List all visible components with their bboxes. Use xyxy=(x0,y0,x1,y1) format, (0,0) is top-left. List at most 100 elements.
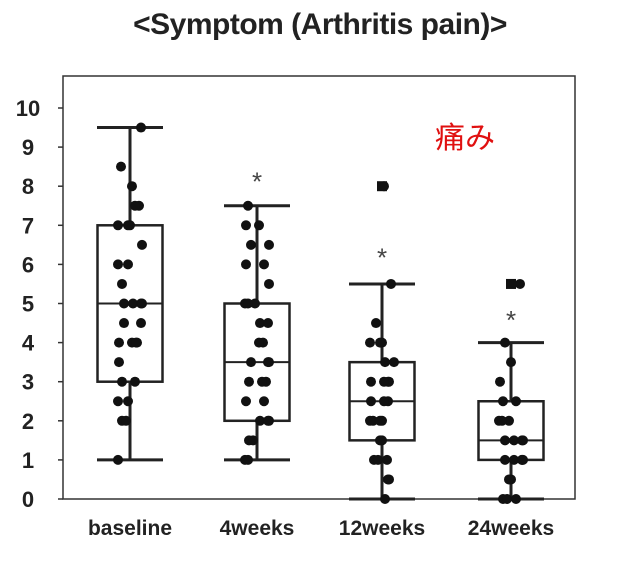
data-point xyxy=(500,337,510,348)
x-tick-label: 24weeks xyxy=(468,517,554,540)
data-point xyxy=(497,415,507,426)
data-point xyxy=(241,220,251,231)
data-point xyxy=(123,259,133,270)
data-point xyxy=(113,259,123,270)
data-point xyxy=(383,474,393,485)
data-point xyxy=(254,337,264,348)
data-point xyxy=(246,357,256,368)
y-tick-label: 3 xyxy=(22,370,34,395)
data-point xyxy=(119,318,129,329)
outlier-point xyxy=(506,278,516,289)
data-point xyxy=(243,298,253,309)
data-point xyxy=(116,161,126,172)
data-point xyxy=(130,200,140,211)
data-point xyxy=(515,278,525,289)
data-point xyxy=(241,259,251,270)
data-point xyxy=(375,415,385,426)
data-point xyxy=(386,278,396,289)
annotation-label: 痛み xyxy=(435,121,495,156)
significance-marker: * xyxy=(506,305,516,335)
data-point xyxy=(264,278,274,289)
data-point xyxy=(509,454,519,465)
data-point xyxy=(518,435,528,446)
y-tick-label: 8 xyxy=(22,174,34,199)
data-point xyxy=(131,337,141,348)
data-point xyxy=(379,396,389,407)
data-point xyxy=(366,376,376,387)
data-point xyxy=(389,357,399,368)
data-point xyxy=(128,298,138,309)
y-tick-label: 9 xyxy=(22,135,34,160)
data-point xyxy=(380,357,390,368)
data-point xyxy=(373,454,383,465)
data-point xyxy=(254,220,264,231)
box-iqr xyxy=(477,400,545,462)
data-point xyxy=(137,239,147,250)
data-point xyxy=(500,454,510,465)
data-point xyxy=(375,435,385,446)
data-point xyxy=(255,415,265,426)
data-point xyxy=(136,318,146,329)
data-point xyxy=(113,220,123,231)
data-point xyxy=(114,357,124,368)
data-point xyxy=(255,318,265,329)
data-point xyxy=(241,396,251,407)
data-point xyxy=(137,298,147,309)
y-tick-label: 2 xyxy=(22,409,34,434)
data-point xyxy=(259,259,269,270)
data-point xyxy=(136,122,146,133)
significance-marker: * xyxy=(252,166,262,196)
x-tick-label: baseline xyxy=(88,517,172,540)
data-point xyxy=(127,181,137,192)
data-point xyxy=(500,435,510,446)
outlier-point xyxy=(377,181,387,192)
data-point xyxy=(511,396,521,407)
data-point xyxy=(246,239,256,250)
data-point xyxy=(504,415,514,426)
data-point xyxy=(366,396,376,407)
x-tick-label: 12weeks xyxy=(339,517,425,540)
data-point xyxy=(243,454,253,465)
y-tick-label: 10 xyxy=(16,96,40,121)
y-tick-label: 4 xyxy=(22,331,35,356)
data-point xyxy=(123,220,133,231)
data-point xyxy=(264,239,274,250)
data-point xyxy=(263,318,273,329)
data-point xyxy=(121,415,131,426)
data-point xyxy=(375,337,385,348)
data-point xyxy=(380,494,390,504)
data-point xyxy=(117,376,127,387)
data-point xyxy=(114,337,124,348)
data-point xyxy=(379,376,389,387)
chart-title: <Symptom (Arthritis pain)> xyxy=(133,8,507,41)
data-point xyxy=(243,200,253,211)
data-point xyxy=(130,376,140,387)
data-point xyxy=(244,376,254,387)
plot-frame xyxy=(62,75,576,500)
data-point xyxy=(495,376,505,387)
data-point xyxy=(517,454,527,465)
y-tick-label: 7 xyxy=(22,213,34,238)
data-point xyxy=(498,396,508,407)
data-point xyxy=(504,474,514,485)
x-tick-label: 4weeks xyxy=(220,517,295,540)
y-tick-label: 1 xyxy=(22,448,34,473)
y-tick-label: 5 xyxy=(22,292,34,317)
data-point xyxy=(119,298,129,309)
data-point xyxy=(117,278,127,289)
data-point xyxy=(250,298,260,309)
data-point xyxy=(506,357,516,368)
data-point xyxy=(257,376,267,387)
data-point xyxy=(113,396,123,407)
data-point xyxy=(123,396,133,407)
y-tick-label: 6 xyxy=(22,252,34,277)
y-tick-label: 0 xyxy=(22,487,34,512)
data-point xyxy=(502,494,512,504)
data-point xyxy=(263,415,273,426)
data-point xyxy=(113,454,123,465)
data-point xyxy=(509,435,519,446)
data-point xyxy=(511,494,521,504)
data-point xyxy=(382,454,392,465)
